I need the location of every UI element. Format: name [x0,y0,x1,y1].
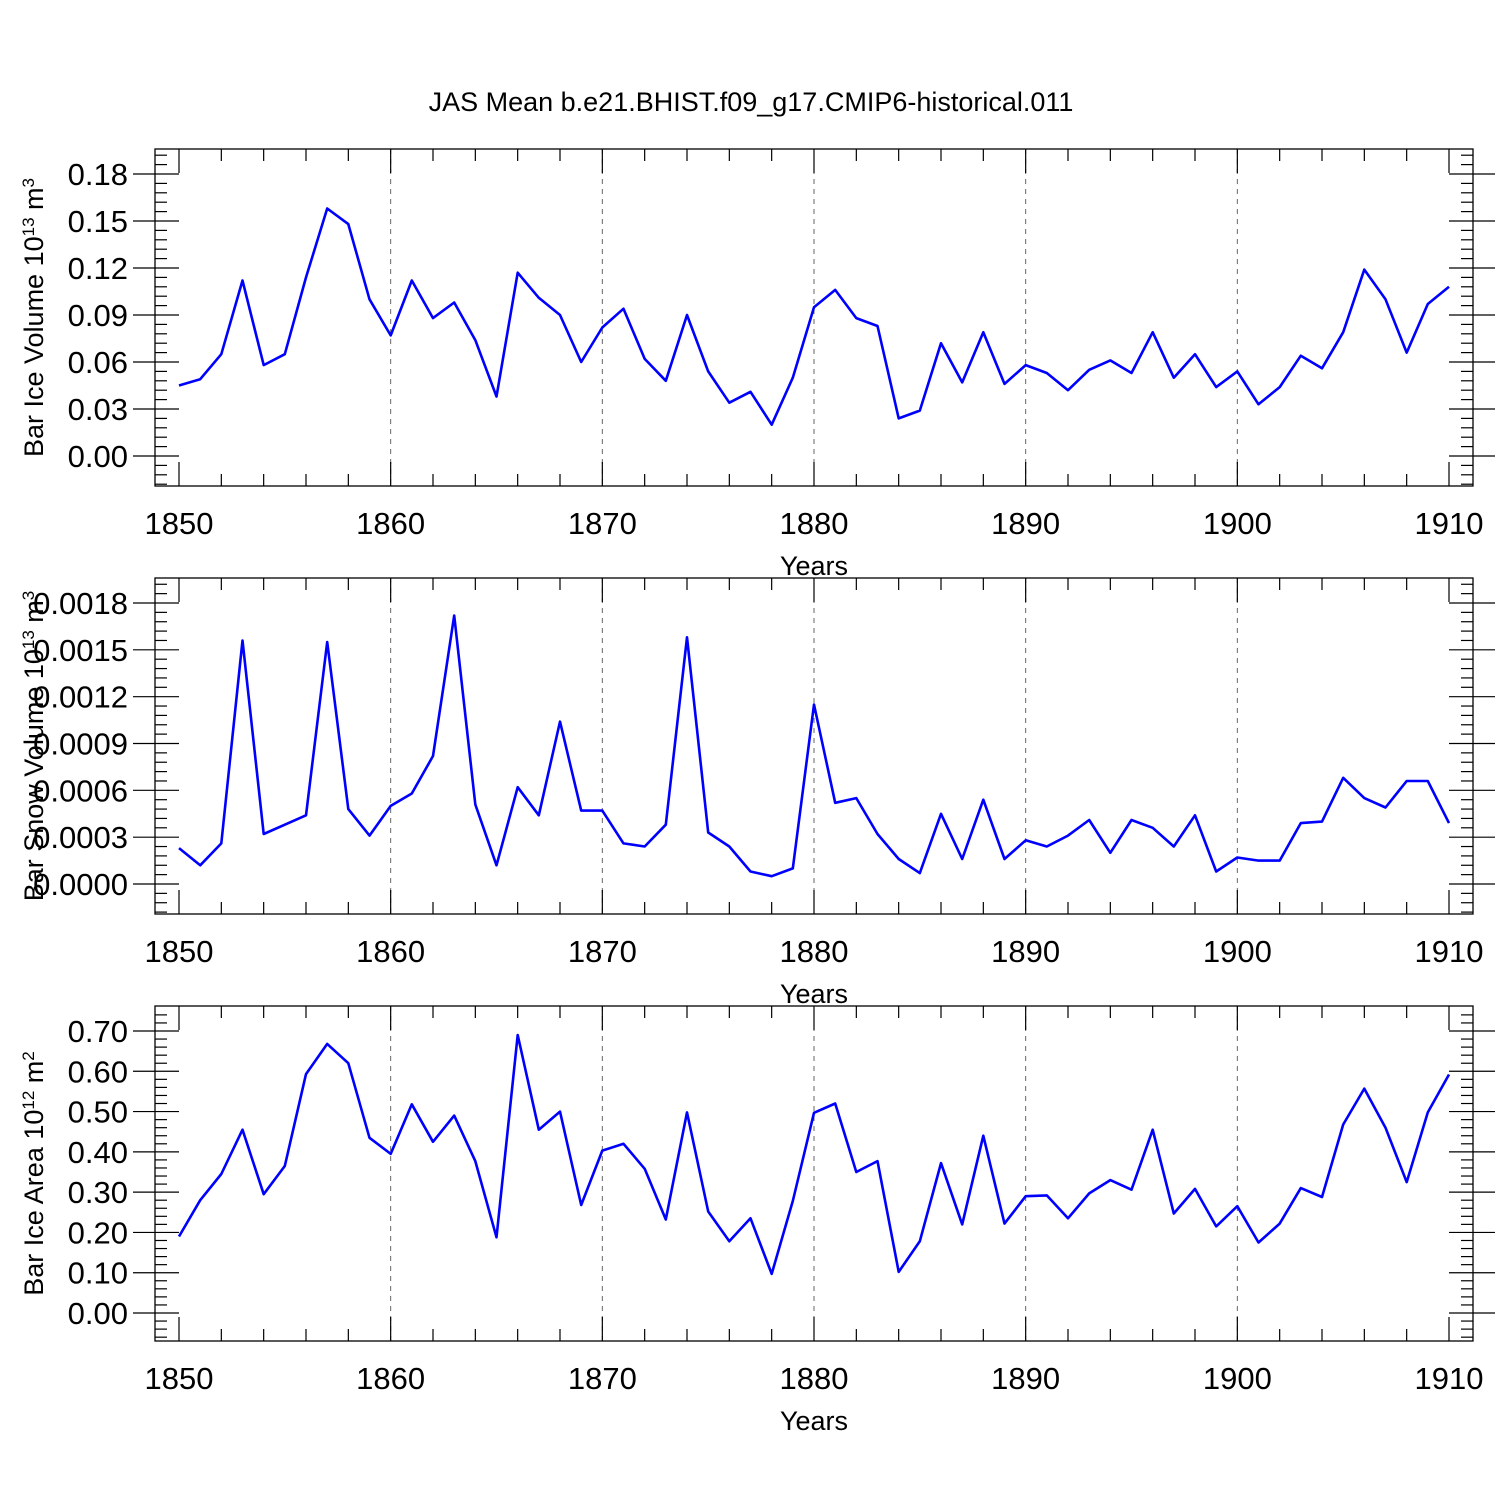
chart-title: JAS Mean b.e21.BHIST.f09_g17.CMIP6-histo… [429,87,1074,117]
y-axis-label-exponent: 13 [19,630,38,649]
y-tick-label: 0.06 [68,345,128,380]
x-tick-label: 1890 [991,1361,1060,1396]
x-tick-label: 1850 [145,1361,214,1396]
series-line [178,614,1451,878]
x-tick-label: 1850 [145,506,214,541]
y-axis-label-text: Bar Snow Volume 10 [19,649,49,901]
x-tick-label: 1870 [568,506,637,541]
y-axis-label: Bar Snow Volume 1013 m3 [19,591,50,902]
y-tick-label: 0.70 [68,1014,128,1049]
y-tick-label: 0.0018 [33,586,128,621]
x-tick-label: 1890 [991,934,1060,969]
y-tick-label: 0.0006 [33,773,128,808]
y-tick-label: 0.30 [68,1175,128,1210]
panel-ice-area: 1850 1860 1870 1880 1890 1900 1910 Years 0.00 0.1… [19,1005,1495,1436]
y-tick-label: 0.18 [68,157,128,192]
y-axis-label-text: m [19,187,49,217]
x-tick-label: 1850 [145,934,214,969]
x-tick-label: 1900 [1203,934,1272,969]
x-tick-label: 1860 [356,1361,425,1396]
y-tick-label: 0.20 [68,1215,128,1250]
y-axis-label-exponent: 12 [19,1091,38,1110]
x-tick-label: 1870 [568,1361,637,1396]
x-tick-label: 1880 [780,934,849,969]
y-axis-label-exponent: 2 [19,1051,38,1060]
y-tick-label: 0.0000 [33,867,128,902]
y-axis-label-text: m [19,600,49,630]
y-axis-label-exponent: 13 [19,217,38,236]
y-tick-label: 0.00 [68,1296,128,1331]
y-tick-label: 0.00 [68,439,128,474]
x-axis-label: Years [780,551,848,581]
y-axis-label-text: m [19,1061,49,1091]
y-axis-label: Bar Ice Area 1012 m2 [19,1051,50,1296]
panel-ice-volume: 1850 1860 1870 1880 1890 1900 1910 Years 0.00 0.0… [19,148,1495,581]
series-line [177,1033,1451,1276]
y-tick-label: 0.03 [68,392,128,427]
y-tick-label: 0.09 [68,298,128,333]
y-tick-label: 0.60 [68,1054,128,1089]
y-axis-label-exponent: 3 [19,591,38,600]
x-tick-label: 1900 [1203,1361,1272,1396]
y-axis-label-text: Bar Ice Area 10 [19,1110,49,1296]
x-tick-label: 1880 [780,506,849,541]
y-tick-label: 0.40 [68,1135,128,1170]
x-tick-label: 1880 [780,1361,849,1396]
x-axis-label: Years [780,979,848,1009]
y-tick-label: 0.12 [68,251,128,286]
y-tick-label: 0.10 [68,1256,128,1291]
x-tick-label: 1910 [1415,934,1484,969]
y-tick-label: 0.50 [68,1095,128,1130]
y-tick-label: 0.0003 [33,820,128,855]
x-tick-label: 1890 [991,506,1060,541]
x-tick-label: 1870 [568,934,637,969]
y-tick-label: 0.0012 [33,680,128,715]
y-tick-label: 0.15 [68,204,128,239]
x-axis-label: Years [780,1406,848,1436]
x-tick-label: 1900 [1203,506,1272,541]
x-tick-label: 1860 [356,506,425,541]
x-tick-label: 1910 [1415,1361,1484,1396]
y-axis-label: Bar Ice Volume 1013 m3 [19,178,50,457]
y-axis-label-text: Bar Ice Volume 10 [19,236,49,457]
y-axis-label-exponent: 3 [19,178,38,187]
series-line [178,207,1450,426]
y-tick-label: 0.0009 [33,727,128,762]
x-tick-label: 1910 [1415,506,1484,541]
y-tick-label: 0.0015 [33,633,128,668]
x-tick-label: 1860 [356,934,425,969]
panel-snow-volume: 1850 1860 1870 1880 1890 1900 1910 Years 0.0000 0… [19,577,1495,1009]
